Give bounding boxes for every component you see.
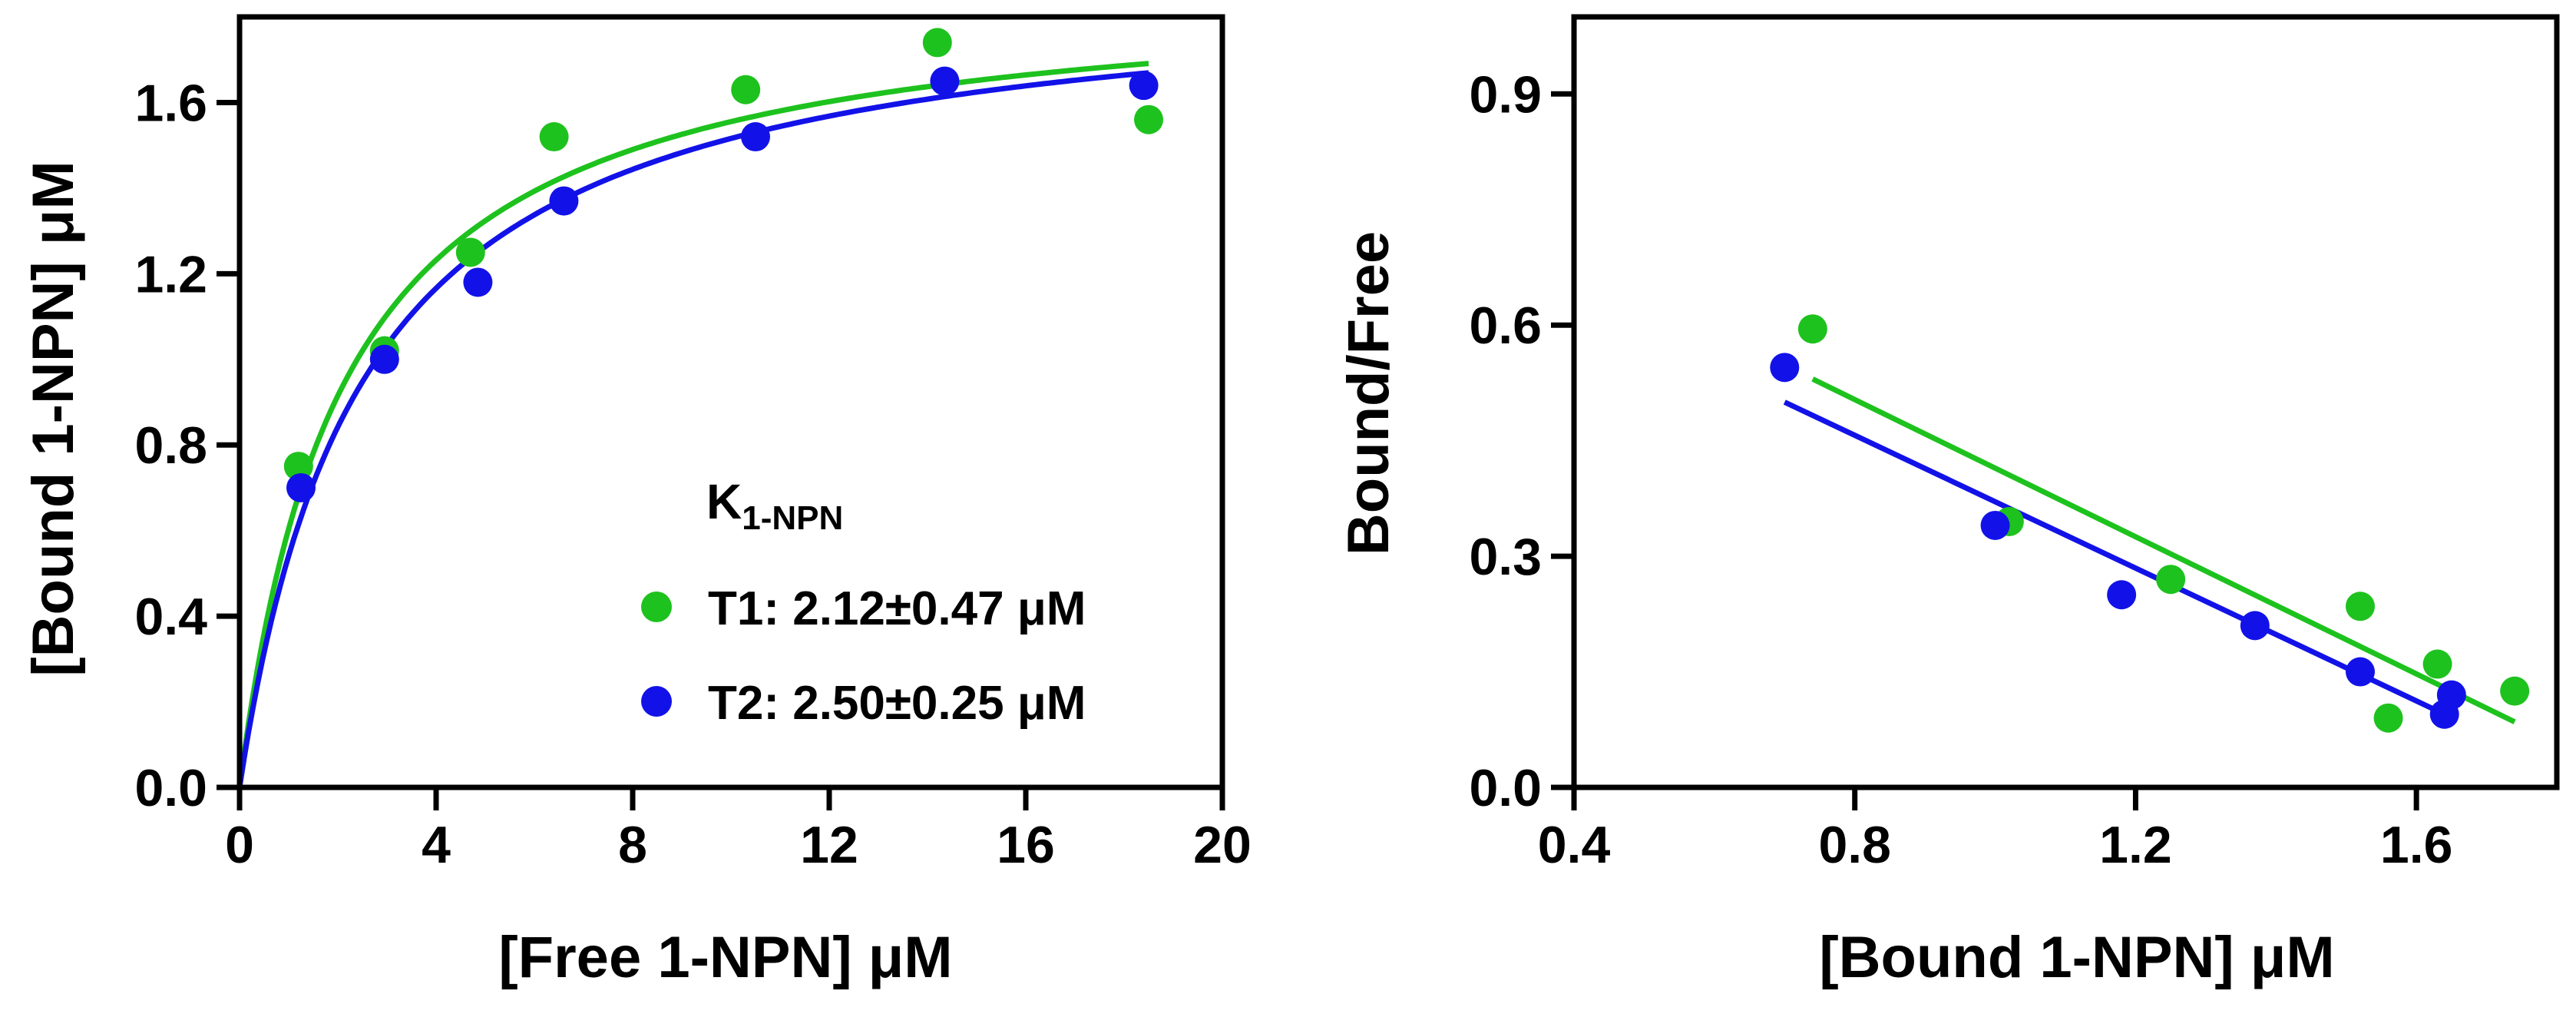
y-ticks-a: 0.0 0.4 0.8 1.2 1.6 <box>134 74 240 817</box>
legend-entry-t1: T1: 2.12±0.47 μM <box>708 582 1086 635</box>
fit-line-t1 <box>1811 376 2516 724</box>
y-tick-label: 0.9 <box>1469 65 1542 124</box>
x-tick-label: 20 <box>1193 816 1252 874</box>
data-point-t1 <box>922 28 952 58</box>
data-point-t2 <box>2107 580 2137 610</box>
data-point-t1 <box>2422 649 2452 679</box>
y-axis-title-b: Bound/Free <box>1336 231 1401 555</box>
axes-frame <box>236 14 1225 790</box>
x-axis-title-a: [Free 1-NPN] μM <box>498 925 952 990</box>
x-ticks-a: 0 4 8 12 16 20 <box>225 787 1252 874</box>
legend-title: K1-NPN <box>706 474 843 537</box>
x-tick-label: 0 <box>225 816 254 874</box>
y-tick-label: 0.3 <box>1469 528 1542 586</box>
x-ticks-b: 0.4 0.8 1.2 1.6 <box>1538 787 2453 874</box>
data-point-t2 <box>930 66 960 96</box>
legend-title-main: K <box>706 474 742 529</box>
data-point-t2 <box>741 122 770 152</box>
x-tick-label: 1.2 <box>2099 816 2172 874</box>
y-tick-label: 0.6 <box>1469 297 1542 355</box>
data-point-t2 <box>549 186 579 216</box>
data-point-t2 <box>1980 510 2010 540</box>
legend: K1-NPN T1: 2.12±0.47 μM T2: 2.50±0.25 μM <box>641 474 1086 730</box>
x-tick-label: 0.8 <box>1818 816 1891 874</box>
data-point-t1 <box>1134 104 1163 134</box>
legend-entry-t2: T2: 2.50±0.25 μM <box>708 677 1086 730</box>
y-axis-title-a: [Bound 1-NPN] μM <box>21 161 86 676</box>
data-point-t2 <box>2429 699 2459 729</box>
x-tick-label: 16 <box>997 816 1055 874</box>
y-ticks-b: 0.0 0.3 0.6 0.9 <box>1469 65 1574 817</box>
legend-marker-t2 <box>641 686 672 717</box>
axes-frame <box>1571 14 2560 790</box>
x-tick-label: 12 <box>800 816 858 874</box>
data-point-t1 <box>2156 565 2186 595</box>
data-point-t2 <box>1770 353 1800 383</box>
axes-a <box>236 14 1225 790</box>
scatchard-panel: 0.4 0.8 1.2 1.6 0.0 0.3 0.6 0.9 [Bound 1-NPN] … <box>1336 14 2560 990</box>
axes-b <box>1571 14 2560 790</box>
y-tick-label: 0.0 <box>1469 759 1542 817</box>
data-point-t2 <box>369 344 399 374</box>
x-tick-label: 1.6 <box>2380 816 2453 874</box>
data-point-t1 <box>1797 314 1827 344</box>
y-tick-label: 0.4 <box>134 588 207 646</box>
x-tick-label: 8 <box>618 816 647 874</box>
y-tick-label: 0.8 <box>134 416 207 475</box>
x-axis-title-b: [Bound 1-NPN] μM <box>1819 925 2334 990</box>
data-point-t2 <box>2240 611 2270 641</box>
fit-line-t2 <box>1783 399 2446 717</box>
legend-marker-t1 <box>641 592 672 622</box>
legend-title-subscript: 1-NPN <box>742 499 843 537</box>
data-point-t1 <box>283 452 313 482</box>
y-tick-label: 1.2 <box>134 245 207 303</box>
x-tick-label: 4 <box>422 816 451 874</box>
data-points-b <box>1770 314 2530 733</box>
data-point-t2 <box>463 267 493 297</box>
fit-curve-t1 <box>236 61 1149 788</box>
saturation-binding-panel: 0 4 8 12 16 20 0.0 0.4 0.8 1.2 1.6 [Free 1-NPN] μ… <box>21 14 1252 990</box>
data-point-t1 <box>2346 592 2375 621</box>
data-point-t1 <box>2373 703 2403 733</box>
data-point-t1 <box>455 237 485 267</box>
y-tick-label: 0.0 <box>134 759 207 817</box>
data-point-t2 <box>2346 657 2375 687</box>
data-point-t2 <box>286 472 316 502</box>
data-point-t1 <box>731 75 761 104</box>
data-point-t1 <box>539 122 569 152</box>
fit-lines-b <box>1783 376 2516 724</box>
y-tick-label: 1.6 <box>134 74 207 132</box>
data-point-t2 <box>1129 71 1159 101</box>
x-tick-label: 0.4 <box>1538 816 1611 874</box>
data-points-a <box>283 28 1163 502</box>
data-point-t1 <box>2500 676 2530 706</box>
